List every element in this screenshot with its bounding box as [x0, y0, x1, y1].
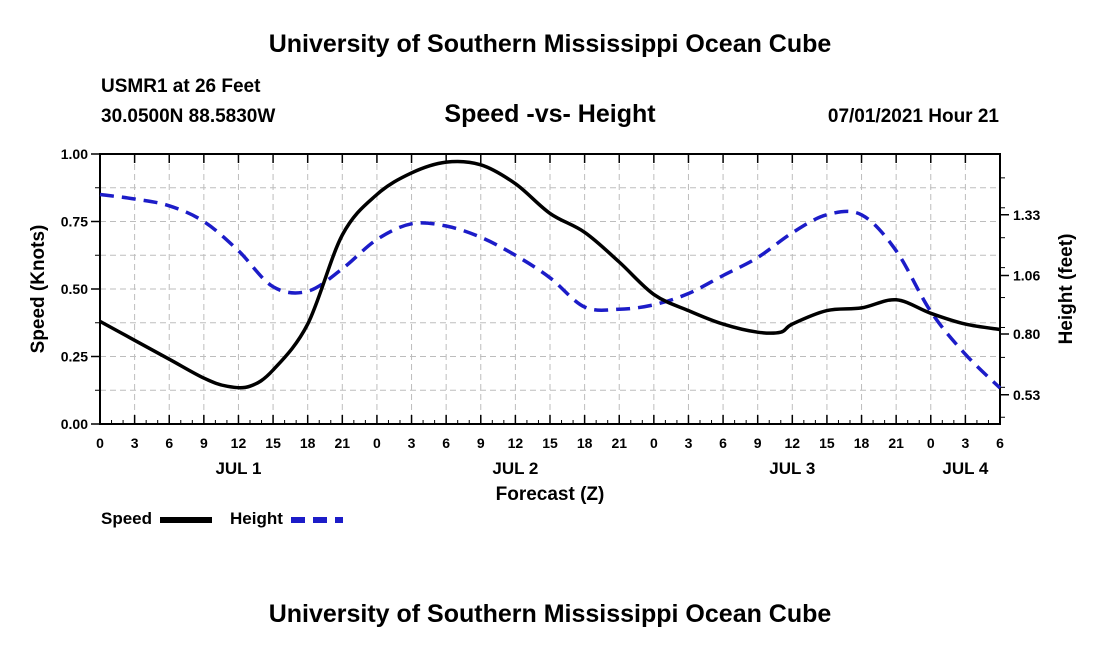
- x-tick-label: 21: [611, 435, 627, 451]
- x-tick-label: 0: [927, 435, 935, 451]
- legend-height-label: Height: [230, 509, 283, 528]
- station-label: USMR1 at 26 Feet: [101, 76, 261, 97]
- x-axis-title: Forecast (Z): [496, 484, 605, 505]
- x-tick-label: 12: [785, 435, 801, 451]
- x-tick-label: 6: [719, 435, 727, 451]
- x-tick-label: 6: [165, 435, 173, 451]
- station-coordinates: 30.0500N 88.5830W: [101, 106, 276, 127]
- x-tick-label: 12: [508, 435, 524, 451]
- day-label: JUL 1: [215, 459, 261, 478]
- series-height-line: [99, 192, 1002, 390]
- y2-tick-label: 0.80: [1013, 326, 1040, 342]
- forecast-timestamp: 07/01/2021 Hour 21: [827, 106, 999, 127]
- x-tick-label: 0: [373, 435, 381, 451]
- x-tick-label: 6: [996, 435, 1004, 451]
- x-tick-label: 9: [477, 435, 485, 451]
- chart-title: Speed -vs- Height: [444, 100, 656, 128]
- x-tick-label: 9: [200, 435, 208, 451]
- x-tick-label: 15: [819, 435, 835, 451]
- x-tick-label: 15: [542, 435, 558, 451]
- y2-tick-label: 1.06: [1013, 268, 1040, 284]
- x-tick-label: 0: [96, 435, 104, 451]
- y-tick-label: 0.50: [61, 281, 88, 297]
- day-label: JUL 4: [942, 459, 989, 478]
- y-tick-label: 0.75: [61, 214, 88, 230]
- x-tick-label: 6: [442, 435, 450, 451]
- y2-tick-label: 0.53: [1013, 387, 1040, 403]
- x-tick-label: 21: [888, 435, 904, 451]
- x-tick-label: 3: [685, 435, 693, 451]
- y2-axis-title: Height (feet): [1056, 234, 1077, 345]
- x-tick-label: 9: [754, 435, 762, 451]
- page-title: University of Southern Mississippi Ocean…: [268, 30, 832, 58]
- x-tick-label: 3: [961, 435, 969, 451]
- y2-tick-label: 1.33: [1013, 207, 1040, 223]
- x-tick-label: 12: [231, 435, 247, 451]
- series-speed-line: [99, 159, 1001, 390]
- x-tick-label: 18: [854, 435, 870, 451]
- y-tick-label: 0.00: [61, 416, 88, 432]
- x-tick-label: 3: [131, 435, 139, 451]
- day-label: JUL 2: [492, 459, 538, 478]
- x-tick-label: 21: [335, 435, 351, 451]
- y-tick-label: 1.00: [61, 146, 88, 162]
- footer-title: University of Southern Mississippi Ocean…: [268, 600, 832, 628]
- x-tick-label: 15: [265, 435, 281, 451]
- x-tick-label: 3: [408, 435, 416, 451]
- y-tick-label: 0.25: [61, 349, 88, 365]
- x-tick-label: 18: [300, 435, 316, 451]
- y-axis-title: Speed (Knots): [28, 225, 49, 354]
- x-tick-label: 0: [650, 435, 658, 451]
- x-tick-label: 18: [577, 435, 593, 451]
- day-label: JUL 3: [769, 459, 815, 478]
- legend-speed-label: Speed: [101, 509, 153, 528]
